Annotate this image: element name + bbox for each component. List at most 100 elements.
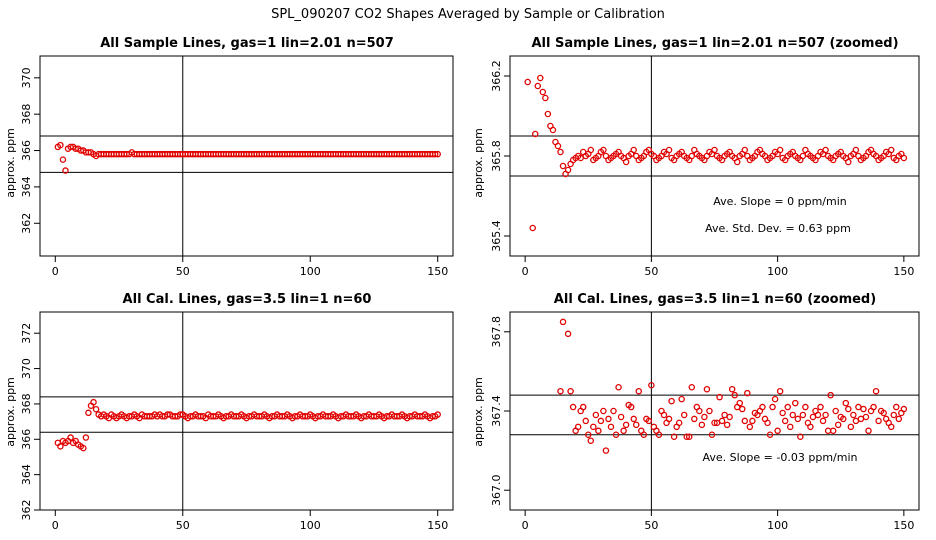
x-tick-label: 50	[644, 519, 658, 532]
data-point	[62, 167, 69, 174]
data-point	[557, 148, 564, 156]
data-point	[900, 154, 908, 162]
data-point	[602, 447, 610, 454]
data-point	[632, 421, 640, 429]
data-point	[726, 413, 733, 421]
data-point	[698, 421, 706, 429]
data-point	[617, 413, 625, 421]
data-point	[615, 383, 622, 391]
data-point	[845, 405, 852, 413]
data-point	[890, 411, 898, 419]
y-tick-label: 367.4	[490, 395, 503, 427]
data-point	[635, 387, 643, 395]
data-point	[781, 417, 789, 425]
x-tick-label: 0	[52, 519, 59, 532]
data-point	[711, 419, 718, 427]
data-point	[574, 423, 582, 431]
data-point	[822, 411, 829, 419]
data-point	[85, 409, 92, 417]
data-point	[668, 397, 675, 405]
data-point	[665, 146, 673, 154]
panel-title: All Sample Lines, gas=1 lin=2.01 n=507 (…	[531, 36, 898, 51]
data-point	[542, 94, 549, 102]
data-point	[733, 158, 741, 166]
data-point	[678, 395, 685, 403]
data-point	[827, 391, 834, 399]
y-tick-label: 370	[20, 358, 33, 379]
data-point	[529, 224, 536, 232]
panel-sample-lines: All Sample Lines, gas=1 lin=2.01 n=507 a…	[4, 36, 454, 278]
y-tick-label: 365.8	[490, 140, 503, 172]
data-point	[834, 421, 842, 429]
x-tick-label: 50	[176, 265, 190, 278]
data-point	[799, 411, 807, 419]
figure-title: SPL_090207 CO2 Shapes Averaged by Sample…	[271, 7, 665, 22]
data-point	[776, 387, 784, 395]
data-point	[872, 387, 880, 395]
data-point	[645, 417, 653, 425]
data-point	[779, 409, 786, 417]
x-tick-label: 150	[427, 519, 448, 532]
data-point	[822, 146, 829, 154]
data-point	[587, 146, 595, 154]
data-point	[875, 417, 882, 425]
data-point	[829, 427, 837, 435]
data-point	[731, 391, 738, 399]
data-point	[431, 150, 439, 158]
data-point	[802, 403, 809, 411]
data-point	[840, 415, 847, 423]
data-point	[620, 427, 627, 435]
data-point	[741, 417, 749, 425]
plot-frame	[39, 311, 454, 511]
data-point	[592, 411, 600, 419]
data-point	[80, 444, 87, 452]
data-point	[797, 433, 804, 440]
data-point	[648, 382, 655, 389]
data-point	[880, 409, 887, 417]
data-point	[774, 427, 781, 435]
data-point	[860, 405, 867, 413]
x-tick-label: 100	[767, 519, 788, 532]
data-point	[590, 423, 597, 431]
data-point	[82, 434, 90, 441]
data-point	[718, 417, 726, 425]
data-point	[817, 403, 824, 411]
data-point	[597, 417, 605, 425]
panel-title: All Sample Lines, gas=1 lin=2.01 n=507	[100, 36, 394, 51]
data-point	[579, 403, 587, 411]
data-point	[769, 403, 776, 411]
data-point	[600, 146, 607, 154]
data-point	[736, 399, 743, 407]
data-point	[776, 146, 784, 154]
data-point	[559, 162, 567, 170]
y-tick-label: 366.2	[490, 60, 503, 92]
annotation-ave-slope: Ave. Slope = -0.03 ppm/min	[703, 451, 858, 464]
data-point	[600, 407, 607, 415]
data-point	[683, 433, 690, 440]
x-tick-label: 150	[893, 265, 914, 278]
y-axis-label: approx. ppm	[472, 128, 485, 198]
y-tick-label: 368	[20, 393, 33, 414]
data-point	[688, 383, 696, 391]
x-tick-label: 0	[522, 519, 529, 532]
data-point	[792, 399, 799, 407]
data-point	[784, 403, 791, 411]
data-point	[670, 433, 678, 440]
data-point	[665, 415, 673, 423]
data-point	[675, 419, 683, 427]
x-tick-label: 50	[644, 265, 658, 278]
y-tick-label: 372	[20, 323, 33, 344]
x-tick-label: 150	[427, 265, 448, 278]
x-tick-label: 50	[176, 519, 190, 532]
data-point	[564, 330, 572, 338]
data-point	[567, 387, 574, 395]
plot-area: 0 50 100 150 365.4 365.8 366.2	[490, 56, 919, 278]
panel-cal-lines-zoomed: All Cal. Lines, gas=3.5 lin=1 n=60 (zoom…	[472, 292, 920, 532]
y-tick-label: 366	[20, 429, 33, 450]
data-point	[832, 407, 839, 415]
data-point	[660, 411, 668, 419]
x-tick-label: 100	[300, 265, 321, 278]
data-point	[764, 419, 771, 427]
data-point	[862, 413, 870, 421]
